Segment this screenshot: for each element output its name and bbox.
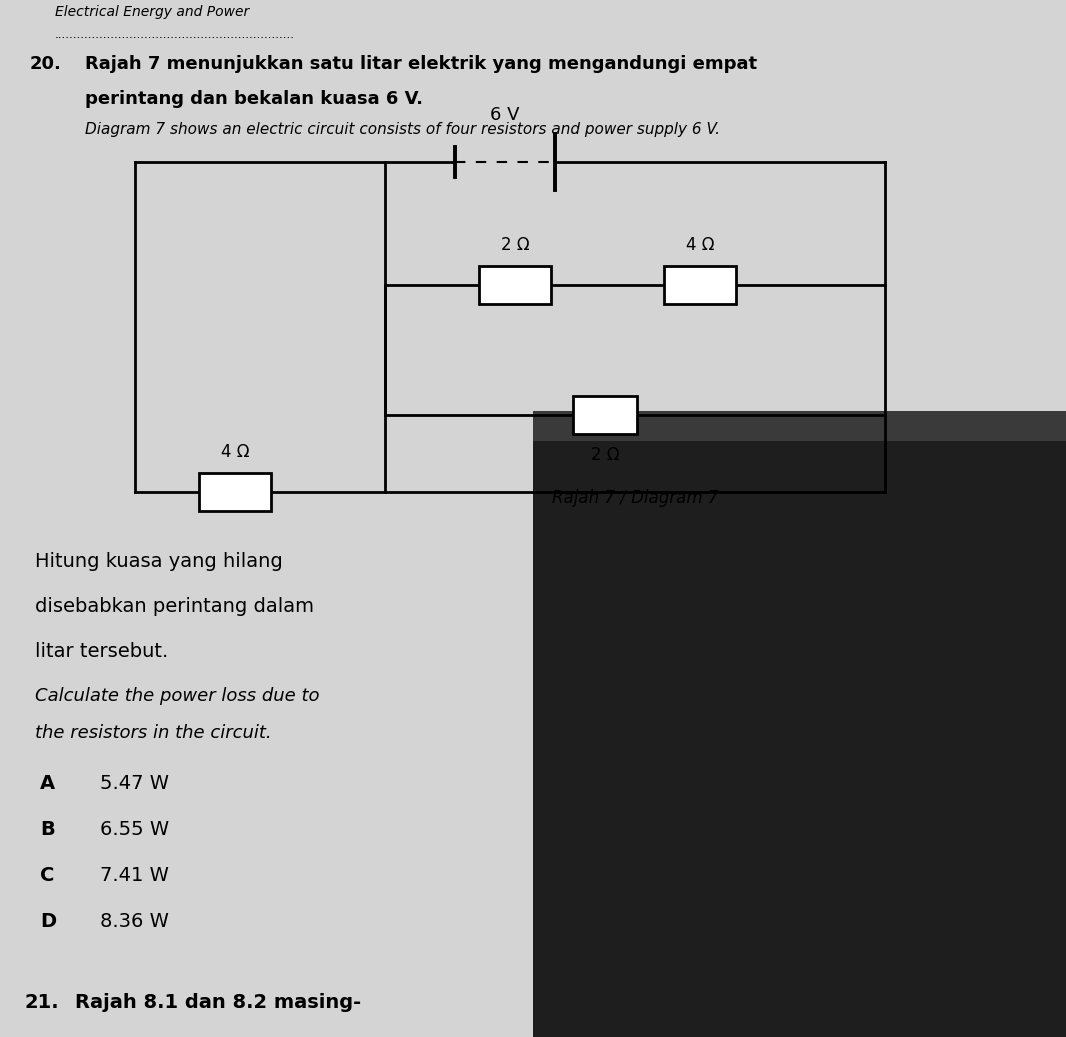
Text: 6.55 W: 6.55 W xyxy=(100,820,169,839)
Text: C: C xyxy=(41,866,54,885)
Text: Rajah 8.1 dan 8.2 masing-: Rajah 8.1 dan 8.2 masing- xyxy=(75,993,361,1012)
Text: 20.: 20. xyxy=(30,55,62,73)
Bar xyxy=(664,267,736,304)
Text: Rajah 7 menunjukkan satu litar elektrik yang mengandungi empat: Rajah 7 menunjukkan satu litar elektrik … xyxy=(85,55,757,73)
Text: 7.41 W: 7.41 W xyxy=(100,866,168,885)
Bar xyxy=(533,436,1066,1037)
Text: B: B xyxy=(41,820,54,839)
Text: 6 V: 6 V xyxy=(490,106,520,124)
Bar xyxy=(479,267,551,304)
Text: 4 Ω: 4 Ω xyxy=(221,443,249,461)
Text: 5.47 W: 5.47 W xyxy=(100,774,169,793)
Bar xyxy=(533,411,1066,441)
Text: Calculate the power loss due to: Calculate the power loss due to xyxy=(35,686,320,705)
Text: litar tersebut.: litar tersebut. xyxy=(35,642,168,661)
Text: Electrical Energy and Power: Electrical Energy and Power xyxy=(55,5,249,19)
Text: 4 Ω: 4 Ω xyxy=(685,236,714,254)
Text: 2 Ω: 2 Ω xyxy=(501,236,530,254)
Text: perintang dan bekalan kuasa 6 V.: perintang dan bekalan kuasa 6 V. xyxy=(85,90,423,108)
Text: A: A xyxy=(41,774,55,793)
Text: disebabkan perintang dalam: disebabkan perintang dalam xyxy=(35,597,314,616)
Text: Rajah 7 / Diagram 7: Rajah 7 / Diagram 7 xyxy=(552,489,718,507)
Text: 2 Ω: 2 Ω xyxy=(591,446,619,464)
Bar xyxy=(572,396,637,435)
Bar xyxy=(199,473,271,511)
Text: Hitung kuasa yang hilang: Hitung kuasa yang hilang xyxy=(35,552,282,571)
Text: Diagram 7 shows an electric circuit consists of four resistors and power supply : Diagram 7 shows an electric circuit cons… xyxy=(85,122,720,137)
Text: 21.: 21. xyxy=(25,993,60,1012)
Text: the resistors in the circuit.: the resistors in the circuit. xyxy=(35,724,272,742)
Text: ................................................................: ........................................… xyxy=(55,28,295,41)
Text: D: D xyxy=(41,912,56,931)
Text: 8.36 W: 8.36 W xyxy=(100,912,168,931)
